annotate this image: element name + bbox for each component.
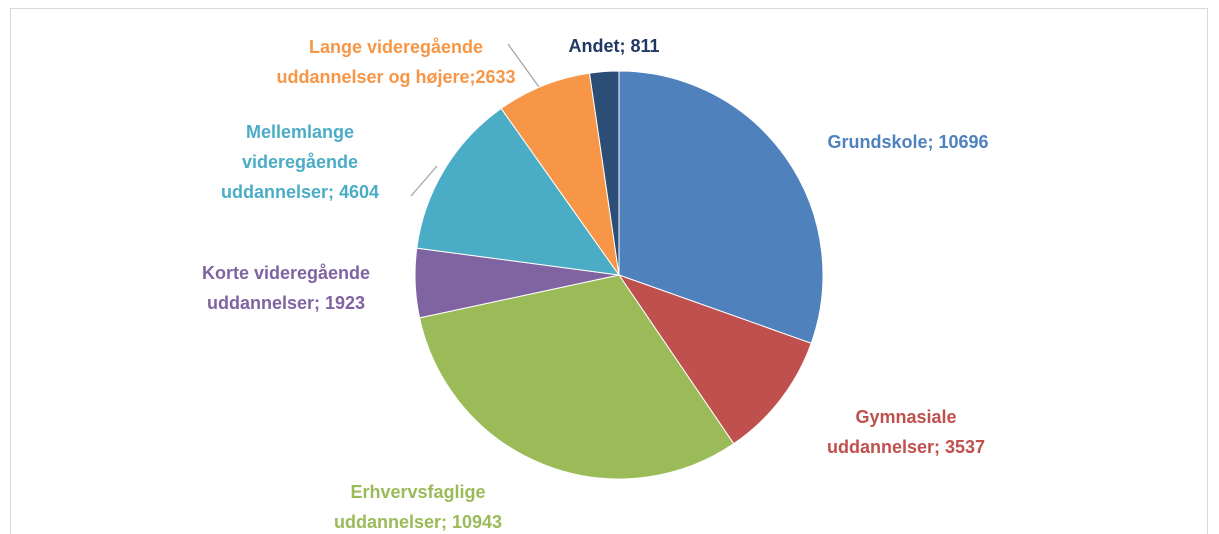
pie-slice <box>418 274 735 480</box>
chart-border <box>10 8 1208 534</box>
pie-slice <box>617 274 812 445</box>
data-label: Mellemlange videregående uddannelser; 46… <box>220 122 380 202</box>
pie-slice <box>500 72 620 276</box>
data-label: Erhvervsfaglige uddannelser; 10943 <box>333 482 503 532</box>
data-label: Andet; 811 <box>568 36 660 56</box>
pie-slice <box>588 70 620 276</box>
data-label: Grundskole; 10696 <box>827 132 989 152</box>
pie-slice <box>618 70 824 344</box>
leader-line <box>507 43 545 95</box>
leader-line <box>410 165 438 197</box>
data-label: Gymnasiale uddannelser; 3537 <box>826 407 986 457</box>
pie-slice <box>416 107 621 276</box>
data-label: Korte videregående uddannelser; 1923 <box>201 263 371 313</box>
data-label: Lange videregående uddannelser og højere… <box>276 37 516 87</box>
